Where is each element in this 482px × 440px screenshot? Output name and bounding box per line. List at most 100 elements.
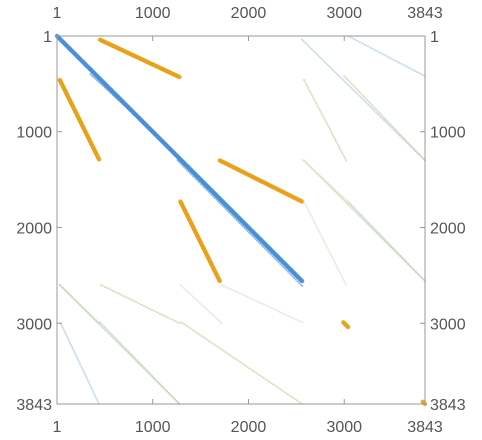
entry-point <box>228 287 231 290</box>
plot-frame <box>56 35 426 405</box>
entry-point <box>402 63 405 66</box>
entry-point <box>61 326 64 329</box>
entry-point <box>414 69 417 72</box>
entry-point <box>268 306 271 309</box>
entry-point <box>379 113 382 116</box>
entry-point <box>147 372 150 375</box>
entry-point <box>81 367 84 370</box>
entry-point <box>95 397 98 400</box>
entry-point <box>139 364 142 367</box>
entry-point <box>355 87 358 90</box>
bottom-tick-label: 2000 <box>231 419 267 436</box>
entry-point <box>130 355 133 358</box>
entry-point <box>410 266 413 269</box>
entry-point <box>65 290 67 293</box>
entry-point <box>338 75 341 78</box>
entry-point <box>320 234 323 237</box>
entry-point <box>273 384 276 387</box>
entry-point <box>370 224 373 227</box>
band-light_olive-3 <box>99 283 181 325</box>
entry-point <box>404 138 407 141</box>
entry-point <box>361 218 364 221</box>
entry-point <box>175 399 178 402</box>
entry-point <box>333 137 336 140</box>
entry-point <box>313 98 316 101</box>
entry-point <box>131 299 134 302</box>
entry-point <box>395 129 398 132</box>
entry-point <box>151 130 154 133</box>
right-tick-label: 1 <box>430 29 439 46</box>
entry-point <box>358 41 361 44</box>
entry-point <box>317 106 320 109</box>
entry-point <box>187 291 190 294</box>
entry-point <box>218 201 221 204</box>
entry-point <box>237 359 240 362</box>
entry-point <box>306 162 309 165</box>
entry-point <box>203 306 206 309</box>
entry-point <box>362 216 365 219</box>
entry-point <box>240 223 243 226</box>
entry-point <box>103 326 106 329</box>
entry-point <box>99 82 102 85</box>
entry-point <box>166 316 169 319</box>
entry-point <box>109 288 112 291</box>
entry-point <box>176 401 179 404</box>
entry-point <box>276 310 279 313</box>
entry-point <box>310 92 313 95</box>
entry-point <box>151 308 154 311</box>
entry-point <box>372 105 375 108</box>
entry-point <box>119 101 122 104</box>
entry-point <box>324 120 327 123</box>
entry-point <box>375 232 378 235</box>
entry-point <box>312 169 315 171</box>
entry-point <box>263 247 266 250</box>
entry-point <box>366 98 369 101</box>
entry-point <box>73 351 76 354</box>
band-blue-1 <box>89 73 154 133</box>
entry-point <box>105 330 108 333</box>
entry-point <box>320 176 323 179</box>
entry-point <box>110 92 113 95</box>
entry-point <box>176 321 179 324</box>
entry-point <box>69 341 72 344</box>
entry-point <box>342 196 345 199</box>
entry-point <box>360 216 363 219</box>
entry-point <box>270 307 273 310</box>
entry-point <box>382 53 385 56</box>
entry-point <box>315 224 318 227</box>
entry-point <box>304 80 307 83</box>
entry-point <box>330 131 333 134</box>
entry-point <box>345 324 351 330</box>
entry-point <box>351 207 354 210</box>
entry-point <box>306 206 309 209</box>
top-tick-label: 3843 <box>407 5 443 22</box>
entry-point <box>357 211 360 214</box>
entry-point <box>291 316 294 319</box>
entry-point <box>331 133 334 136</box>
band-light_olive-5 <box>180 321 304 405</box>
entry-point <box>323 60 326 63</box>
entry-point <box>72 349 75 352</box>
entry-point <box>390 57 393 60</box>
band-pale_green-2 <box>301 158 350 203</box>
entry-point <box>334 71 337 74</box>
entry-point <box>335 191 338 194</box>
entry-point <box>172 396 175 399</box>
entry-point <box>149 307 152 310</box>
band-orange-5 <box>420 399 428 407</box>
entry-point <box>79 363 82 366</box>
entry-point <box>378 114 381 117</box>
entry-point <box>187 170 190 173</box>
entry-point <box>111 336 114 339</box>
entry-point <box>331 68 334 71</box>
entry-point <box>362 99 365 102</box>
entry-point <box>370 103 373 106</box>
entry-point <box>80 365 83 368</box>
entry-point <box>419 154 422 157</box>
entry-point <box>88 383 91 386</box>
entry-point <box>372 229 375 232</box>
entry-point <box>75 300 78 303</box>
entry-point <box>314 100 317 103</box>
entry-point <box>196 332 199 335</box>
entry-point <box>320 57 323 60</box>
